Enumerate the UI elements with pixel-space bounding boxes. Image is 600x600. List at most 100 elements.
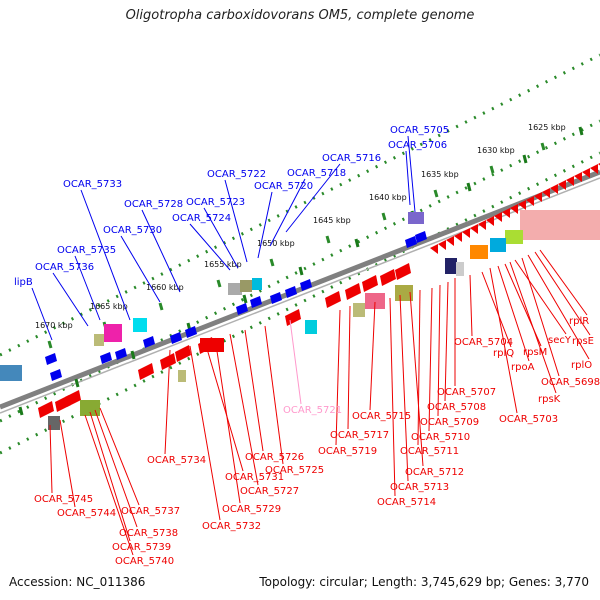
forward-gene-label: OCAR_5723 bbox=[186, 197, 245, 208]
scale-tick-label: 1670 kbp bbox=[35, 321, 73, 330]
forward-leader-line bbox=[269, 178, 306, 247]
reverse-gene bbox=[478, 220, 486, 230]
reverse-leader-line bbox=[264, 325, 284, 465]
scale-tick bbox=[325, 235, 331, 244]
reverse-gene-label: OCAR_5703 bbox=[499, 414, 558, 425]
reverse-gene-label: OCAR_5710 bbox=[411, 432, 470, 443]
reverse-gene bbox=[38, 401, 54, 418]
reverse-gene bbox=[325, 291, 341, 308]
reverse-gene bbox=[438, 240, 446, 250]
reverse-leader-line bbox=[289, 319, 302, 405]
reverse-gene bbox=[446, 236, 454, 246]
reverse-leader-line bbox=[437, 284, 441, 417]
reverse-gene-label: secY bbox=[548, 335, 572, 346]
reverse-leader-line bbox=[347, 305, 351, 430]
reverse-gene-label: OCAR_5709 bbox=[420, 417, 479, 428]
scale-tick bbox=[433, 189, 439, 198]
forward-gene bbox=[45, 353, 57, 365]
reverse-gene bbox=[462, 228, 470, 238]
reverse-gene-label: OCAR_5711 bbox=[400, 446, 459, 457]
forward-leader-line bbox=[405, 150, 411, 206]
reverse-leader-line bbox=[89, 411, 131, 542]
forward-gene-label: OCAR_5722 bbox=[207, 169, 266, 180]
forward-gene-label: OCAR_5720 bbox=[254, 181, 313, 192]
strand-tick bbox=[74, 378, 80, 388]
reverse-gene-label: OCAR_5698 bbox=[541, 377, 600, 388]
forward-gene bbox=[115, 348, 127, 360]
reverse-gene bbox=[430, 244, 438, 254]
scale-tick bbox=[489, 165, 495, 174]
forward-leader-line bbox=[257, 191, 273, 259]
reverse-gene-block bbox=[456, 262, 464, 276]
scale-tick bbox=[216, 279, 222, 288]
reverse-gene-label: OCAR_5737 bbox=[121, 506, 180, 517]
forward-leader-line bbox=[141, 209, 181, 293]
reverse-gene-label: OCAR_5738 bbox=[119, 528, 178, 539]
strand-tick bbox=[522, 154, 528, 164]
reverse-gene bbox=[160, 353, 176, 370]
reverse-gene-label: OCAR_5744 bbox=[57, 508, 116, 519]
forward-gene-block bbox=[104, 324, 122, 342]
reverse-gene-label: OCAR_5729 bbox=[222, 504, 281, 515]
forward-gene-label: lipB bbox=[14, 277, 33, 288]
scale-tick-label: 1645 kbp bbox=[313, 216, 351, 225]
reverse-gene-label: OCAR_5704 bbox=[454, 337, 513, 348]
reverse-gene bbox=[582, 168, 590, 178]
reverse-gene-label: OCAR_5726 bbox=[245, 452, 304, 463]
reverse-leader-line bbox=[204, 341, 244, 472]
forward-gene-label: OCAR_5735 bbox=[57, 245, 116, 256]
forward-gene bbox=[185, 326, 197, 338]
forward-gene bbox=[170, 332, 182, 344]
reverse-gene-label: OCAR_5745 bbox=[34, 494, 93, 505]
forward-gene bbox=[270, 292, 282, 304]
reverse-gene bbox=[395, 263, 411, 280]
reverse-leader-line bbox=[481, 271, 512, 348]
forward-gene-block bbox=[94, 334, 104, 346]
reverse-leader-line bbox=[444, 281, 449, 402]
reverse-gene-label: rplO bbox=[571, 360, 592, 371]
scale-tick bbox=[540, 142, 546, 151]
scale-line-outer bbox=[0, 53, 600, 357]
reverse-leader-line bbox=[214, 337, 241, 504]
scale-tick-label: 1660 kbp bbox=[146, 283, 184, 292]
reverse-leader-line bbox=[189, 345, 221, 521]
forward-leader-line bbox=[120, 235, 161, 303]
reverse-gene-block bbox=[353, 303, 365, 317]
reverse-leader-line bbox=[389, 297, 396, 497]
reverse-leader-line bbox=[521, 257, 560, 377]
reverse-gene bbox=[542, 188, 550, 198]
scale-tick bbox=[47, 340, 53, 349]
reverse-gene-block bbox=[445, 258, 457, 274]
reverse-gene-block bbox=[490, 238, 506, 252]
strand-tick bbox=[298, 266, 304, 276]
reverse-gene bbox=[285, 309, 301, 326]
scale-tick-label: 1635 kbp bbox=[421, 170, 459, 179]
forward-gene bbox=[285, 286, 297, 298]
reverse-leader-line bbox=[489, 267, 518, 414]
strand-tick bbox=[354, 238, 360, 248]
reverse-gene bbox=[510, 204, 518, 214]
reverse-gene-block bbox=[178, 370, 186, 382]
scale-tick bbox=[269, 258, 275, 267]
reverse-gene bbox=[486, 216, 494, 226]
forward-gene bbox=[415, 231, 427, 243]
reverse-leader-line bbox=[99, 407, 140, 506]
reverse-gene-label: OCAR_5721 bbox=[283, 405, 342, 416]
reverse-gene-label: OCAR_5708 bbox=[427, 402, 486, 413]
reverse-gene bbox=[590, 164, 598, 174]
reverse-gene-label: OCAR_5719 bbox=[318, 446, 377, 457]
forward-leader-line bbox=[203, 207, 239, 269]
reverse-gene-block bbox=[305, 320, 317, 334]
scale-tick-label: 1630 kbp bbox=[477, 146, 515, 155]
forward-gene-label: OCAR_5730 bbox=[103, 225, 162, 236]
forward-leader-line bbox=[74, 255, 101, 321]
reverse-gene bbox=[534, 192, 542, 202]
forward-gene-block bbox=[228, 283, 242, 295]
forward-leader-line bbox=[224, 179, 248, 263]
reverse-gene bbox=[362, 275, 378, 292]
forward-leader-line bbox=[285, 163, 341, 233]
reverse-leader-line bbox=[469, 274, 473, 337]
reverse-leader-line bbox=[497, 265, 530, 362]
strand-tick bbox=[130, 350, 136, 360]
